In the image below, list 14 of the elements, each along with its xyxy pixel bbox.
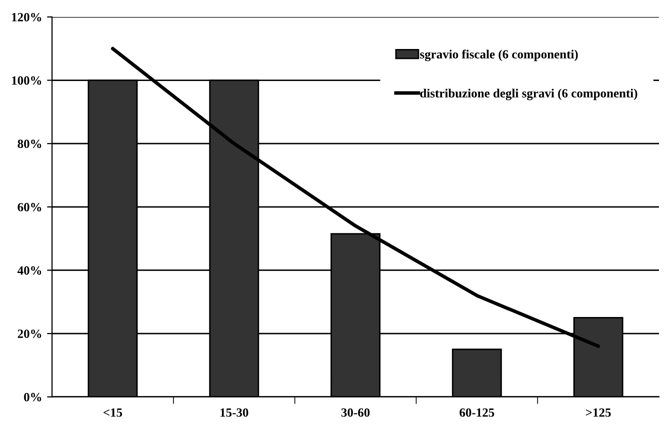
legend-label: sgravio fiscale (6 componenti) <box>420 50 578 62</box>
y-tick-label: 80% <box>18 140 42 148</box>
x-tick-label: >125 <box>586 408 611 417</box>
x-tick-label: <15 <box>104 408 122 417</box>
y-tick-label: 40% <box>17 266 42 275</box>
y-tick-label: 0% <box>24 392 42 402</box>
legend-label: distribuzione degli sgravi (6 componenti) <box>420 88 638 100</box>
y-tick-label: 60% <box>18 202 42 212</box>
y-tick-label: 20% <box>18 330 42 338</box>
x-tick-label: 15-30 <box>220 408 248 417</box>
x-tick-label: 30-60 <box>341 408 370 417</box>
x-tick-label: 60-125 <box>460 408 494 417</box>
y-tick-label: 100% <box>12 76 42 85</box>
y-tick-label: 120% <box>12 12 42 22</box>
